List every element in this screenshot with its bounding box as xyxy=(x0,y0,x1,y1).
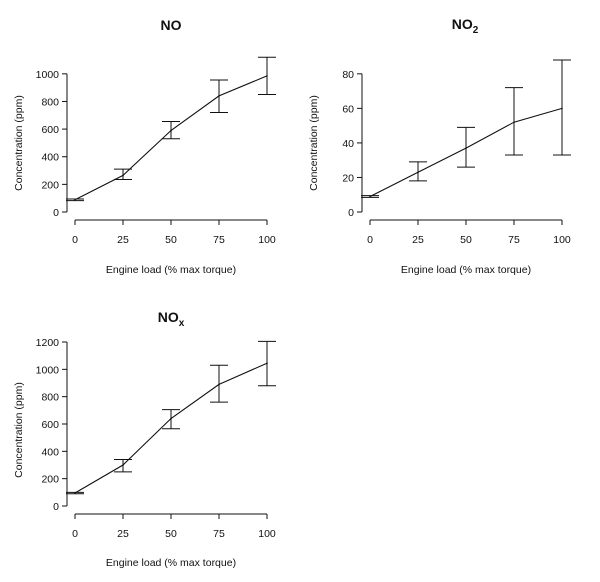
data-point xyxy=(561,107,563,110)
y-tick-label: 200 xyxy=(41,474,59,486)
panel-nox: NOx Engine load (% max torque) Concentra… xyxy=(13,309,276,569)
x-tick-label: 25 xyxy=(117,234,129,246)
x-tick-label: 25 xyxy=(412,234,424,246)
plot-area: 0 200 400 600 800 1000 1200 0 25 50 75 100 xyxy=(36,337,276,540)
y-tick-label: 60 xyxy=(342,103,354,115)
x-tick-label: 100 xyxy=(553,234,571,246)
y-tick-label: 0 xyxy=(348,207,354,219)
y-tick-label: 200 xyxy=(41,179,59,191)
data-point xyxy=(122,174,124,177)
x-tick-label: 50 xyxy=(165,234,177,246)
error-bar xyxy=(210,79,228,114)
error-bar xyxy=(210,364,228,403)
data-point xyxy=(266,362,268,364)
plot-area: 0 200 400 600 800 1000 0 25 50 75 100 xyxy=(36,56,276,246)
y-tick-label: 600 xyxy=(41,124,59,136)
y-tick-label: 400 xyxy=(41,446,59,458)
data-point xyxy=(170,417,172,420)
x-tick-label: 100 xyxy=(258,234,276,246)
y-tick-label: 400 xyxy=(41,152,59,164)
x-axis-label: Engine load (% max torque) xyxy=(106,557,236,569)
error-bar xyxy=(258,340,276,387)
panel-no2: NO2 Engine load (% max torque) Concentra… xyxy=(308,16,571,276)
chart-title: NOx xyxy=(158,309,185,329)
x-axis-label: Engine load (% max torque) xyxy=(106,264,236,276)
data-point xyxy=(266,75,268,77)
x-tick-label: 75 xyxy=(508,234,520,246)
x-tick-label: 0 xyxy=(367,234,373,246)
data-point xyxy=(218,95,220,97)
y-axis-label: Concentration (ppm) xyxy=(308,95,320,191)
data-point xyxy=(465,147,467,149)
data-point xyxy=(122,464,124,466)
y-tick-label: 0 xyxy=(53,207,59,219)
error-bar xyxy=(114,459,132,473)
error-bar xyxy=(258,56,276,96)
y-axis-label: Concentration (ppm) xyxy=(13,382,25,478)
error-bar xyxy=(505,87,523,156)
error-bar xyxy=(457,126,475,168)
error-bar xyxy=(162,409,180,430)
chart-title: NO2 xyxy=(452,16,479,36)
error-bar xyxy=(409,161,427,182)
chart-title: NO xyxy=(161,17,182,33)
y-tick-label: 20 xyxy=(342,172,354,184)
error-bar xyxy=(114,168,132,181)
plot-area: 0 20 40 60 80 0 25 50 75 100 xyxy=(342,59,571,246)
y-tick-label: 1000 xyxy=(36,69,60,81)
x-axis-label: Engine load (% max torque) xyxy=(401,264,531,276)
error-bar xyxy=(553,59,571,156)
y-tick-label: 800 xyxy=(41,392,59,404)
data-point xyxy=(74,199,76,201)
panel-no: NO Engine load (% max torque) Concentrat… xyxy=(13,17,276,276)
data-point xyxy=(417,171,419,174)
error-bar xyxy=(66,198,84,202)
y-tick-label: 40 xyxy=(342,138,354,150)
x-tick-label: 50 xyxy=(165,528,177,540)
data-point xyxy=(74,492,76,494)
x-tick-label: 0 xyxy=(72,528,78,540)
y-tick-label: 0 xyxy=(53,501,59,513)
y-axis-label: Concentration (ppm) xyxy=(13,95,25,191)
y-tick-label: 1200 xyxy=(36,337,60,349)
data-point xyxy=(170,129,172,132)
x-tick-label: 75 xyxy=(213,528,225,540)
x-tick-label: 0 xyxy=(72,234,78,246)
error-bar xyxy=(361,195,379,198)
data-point xyxy=(369,195,371,198)
y-tick-label: 1000 xyxy=(36,364,60,376)
data-point xyxy=(218,383,220,386)
x-tick-label: 75 xyxy=(213,234,225,246)
x-tick-label: 25 xyxy=(117,528,129,540)
y-tick-label: 800 xyxy=(41,96,59,108)
x-tick-label: 100 xyxy=(258,528,276,540)
y-tick-label: 80 xyxy=(342,69,354,81)
data-point xyxy=(513,121,515,123)
error-bar xyxy=(162,120,180,140)
y-tick-label: 600 xyxy=(41,419,59,431)
error-bar xyxy=(66,491,84,495)
x-tick-label: 50 xyxy=(460,234,472,246)
